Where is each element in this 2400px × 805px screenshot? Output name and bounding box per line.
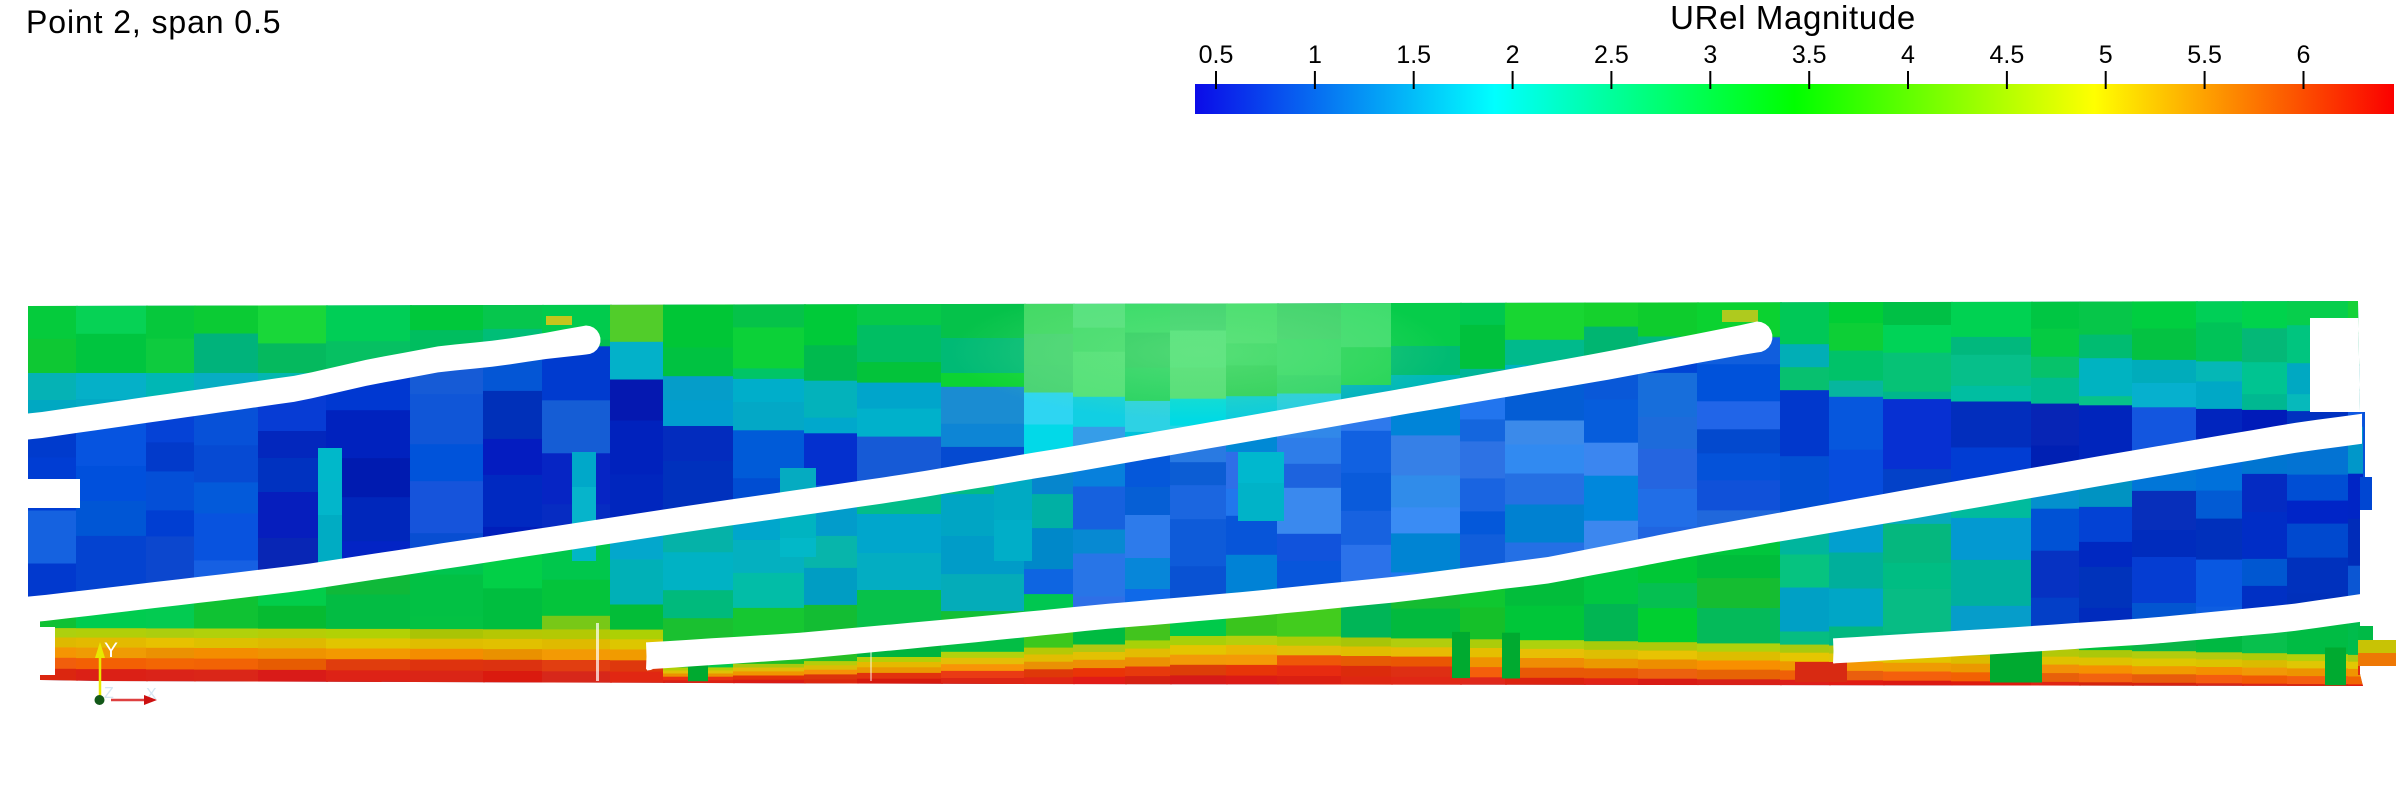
- svg-text:X: X: [146, 686, 157, 703]
- svg-text:Z: Z: [104, 685, 114, 702]
- svg-text:1: 1: [1308, 41, 1322, 69]
- svg-text:2: 2: [1506, 41, 1520, 69]
- svg-text:6: 6: [2297, 41, 2311, 69]
- svg-text:Y: Y: [104, 639, 118, 662]
- svg-text:4.5: 4.5: [1990, 41, 2025, 69]
- svg-text:Point 2, span 0.5: Point 2, span 0.5: [26, 4, 281, 40]
- svg-text:0.5: 0.5: [1199, 41, 1234, 69]
- svg-text:3.5: 3.5: [1792, 41, 1827, 69]
- svg-text:URel Magnitude: URel Magnitude: [1670, 0, 1916, 36]
- svg-text:4: 4: [1901, 41, 1915, 69]
- svg-text:3: 3: [1703, 41, 1717, 69]
- svg-text:5.5: 5.5: [2187, 41, 2222, 69]
- svg-text:1.5: 1.5: [1396, 41, 1431, 69]
- svg-text:2.5: 2.5: [1594, 41, 1629, 69]
- svg-text:5: 5: [2099, 41, 2113, 69]
